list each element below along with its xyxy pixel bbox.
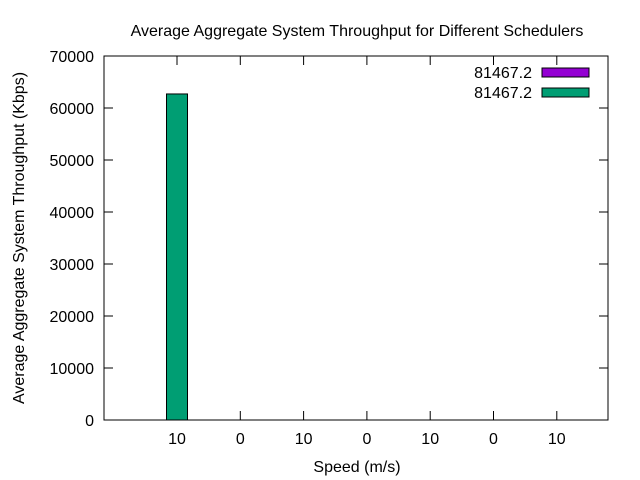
x-axis-ticks: 10 0 10 0 10 0 10 — [168, 56, 566, 448]
legend-label: 81467.2 — [474, 65, 532, 82]
y-axis-label: Average Aggregate System Throughput (Kbp… — [11, 72, 28, 404]
x-tick-label: 10 — [421, 431, 439, 448]
y-tick-label: 60000 — [50, 101, 95, 118]
y-axis-ticks: 0 10000 20000 30000 40000 50000 60000 70000 — [50, 49, 608, 430]
x-axis-label: Speed (m/s) — [313, 459, 400, 476]
x-tick-label: 10 — [548, 431, 566, 448]
x-tick-label: 0 — [489, 431, 498, 448]
y-tick-label: 20000 — [50, 309, 95, 326]
y-tick-label: 40000 — [50, 205, 95, 222]
legend-swatch — [541, 87, 590, 98]
bars-group — [166, 93, 188, 421]
y-tick-label: 30000 — [50, 257, 95, 274]
y-tick-label: 10000 — [50, 361, 95, 378]
x-tick-label: 0 — [236, 431, 245, 448]
legend-label: 81467.2 — [474, 85, 532, 102]
legend: 81467.2 81467.2 — [474, 65, 590, 102]
chart-title: Average Aggregate System Throughput for … — [131, 23, 584, 40]
y-tick-label: 50000 — [50, 153, 95, 170]
x-tick-label: 0 — [362, 431, 371, 448]
x-tick-label: 10 — [168, 431, 186, 448]
legend-swatch — [541, 67, 590, 78]
plot-frame — [103, 55, 609, 421]
x-tick-label: 10 — [295, 431, 313, 448]
y-tick-label: 0 — [85, 413, 94, 430]
bar-series-1-cat-0 — [166, 93, 188, 421]
y-tick-label: 70000 — [50, 49, 95, 66]
